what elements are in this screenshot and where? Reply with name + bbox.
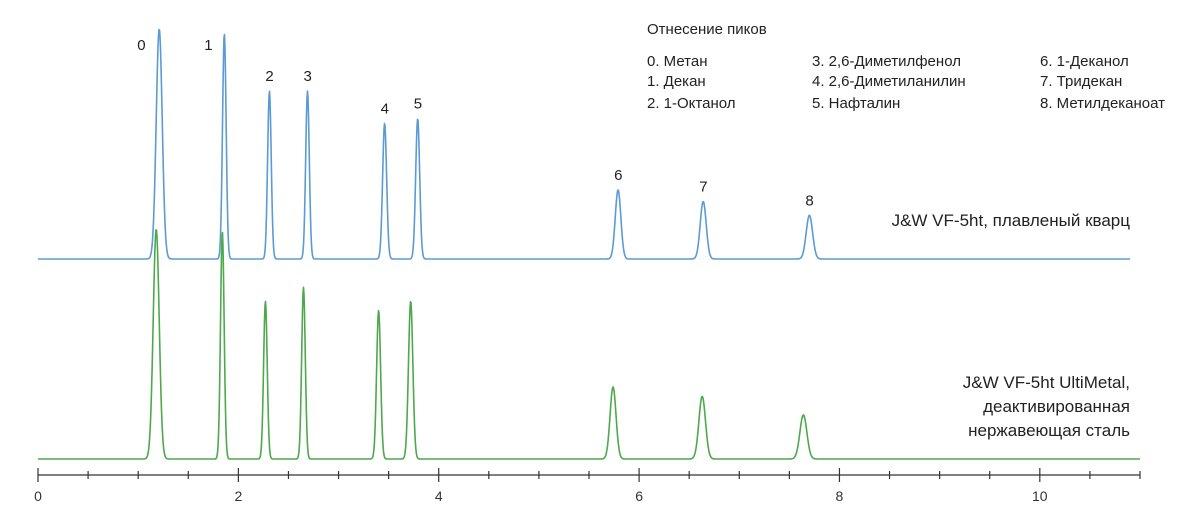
legend-item-4: 4. 2,6-Диметиланилин bbox=[812, 73, 966, 90]
peak-label-2: 2 bbox=[265, 68, 273, 85]
x-tick-label: 2 bbox=[234, 488, 242, 504]
x-tick-label: 6 bbox=[635, 488, 643, 504]
series-label-ultimetal-line-2: деактивированная bbox=[983, 397, 1130, 416]
peak-label-3: 3 bbox=[304, 68, 312, 85]
series-labels: J&W VF-5ht, плавленый кварц J&W VF-5ht U… bbox=[892, 211, 1131, 440]
series-label-fused-silica: J&W VF-5ht, плавленый кварц bbox=[892, 211, 1131, 230]
legend-item-3: 3. 2,6-Диметилфенол bbox=[812, 53, 961, 70]
legend-item-8: 8. Метилдеканоат bbox=[1040, 95, 1165, 112]
peak-label-6: 6 bbox=[614, 167, 622, 184]
peak-label-1: 1 bbox=[204, 37, 212, 54]
peak-labels-group: 0 1 2 3 4 5 6 7 8 bbox=[137, 37, 814, 209]
legend-item-1: 1. Декан bbox=[647, 73, 706, 90]
peak-label-5: 5 bbox=[414, 96, 422, 113]
legend-item-2: 2. 1-Октанол bbox=[647, 95, 736, 112]
x-axis: 0 2 4 6 8 10 bbox=[34, 468, 1141, 504]
peak-legend-title: Отнесение пиков bbox=[647, 21, 767, 38]
peak-legend: Отнесение пиков 0. Метан 1. Декан 2. 1-О… bbox=[647, 21, 1165, 112]
peak-label-4: 4 bbox=[381, 100, 389, 117]
series-line-0 bbox=[37, 28, 1131, 260]
peak-label-7: 7 bbox=[699, 179, 707, 196]
x-tick-label: 0 bbox=[34, 488, 42, 504]
series-label-ultimetal-line-3: нержавеющая сталь bbox=[968, 421, 1130, 440]
peak-label-0: 0 bbox=[137, 37, 145, 54]
x-axis-ticks: 0 2 4 6 8 10 bbox=[34, 468, 1141, 504]
legend-item-6: 6. 1-Деканол bbox=[1040, 53, 1129, 70]
series-label-ultimetal-line-1: J&W VF-5ht UltiMetal, bbox=[963, 373, 1130, 392]
x-tick-label: 4 bbox=[435, 488, 443, 504]
legend-item-7: 7. Тридекан bbox=[1040, 73, 1122, 90]
x-tick-label: 10 bbox=[1032, 488, 1048, 504]
traces-group bbox=[37, 28, 1141, 460]
series-line-1 bbox=[37, 229, 1141, 460]
legend-item-0: 0. Метан bbox=[647, 53, 708, 70]
x-tick-label: 8 bbox=[836, 488, 844, 504]
legend-item-5: 5. Нафталин bbox=[812, 95, 900, 112]
peak-label-8: 8 bbox=[805, 192, 813, 209]
